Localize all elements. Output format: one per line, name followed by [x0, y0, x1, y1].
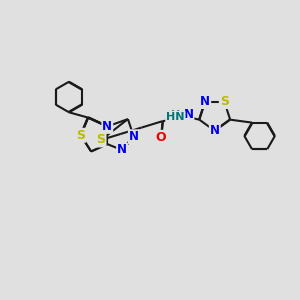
Text: N: N — [102, 120, 112, 133]
Text: S: S — [220, 95, 229, 108]
Text: H: H — [171, 110, 180, 120]
Text: O: O — [156, 131, 167, 144]
Text: N: N — [210, 124, 220, 137]
Text: HN: HN — [166, 112, 185, 122]
Text: N: N — [129, 130, 139, 143]
Text: S: S — [97, 134, 106, 146]
Text: N: N — [117, 143, 127, 157]
Text: N: N — [200, 95, 210, 108]
Text: N: N — [184, 109, 194, 122]
Text: S: S — [76, 129, 85, 142]
